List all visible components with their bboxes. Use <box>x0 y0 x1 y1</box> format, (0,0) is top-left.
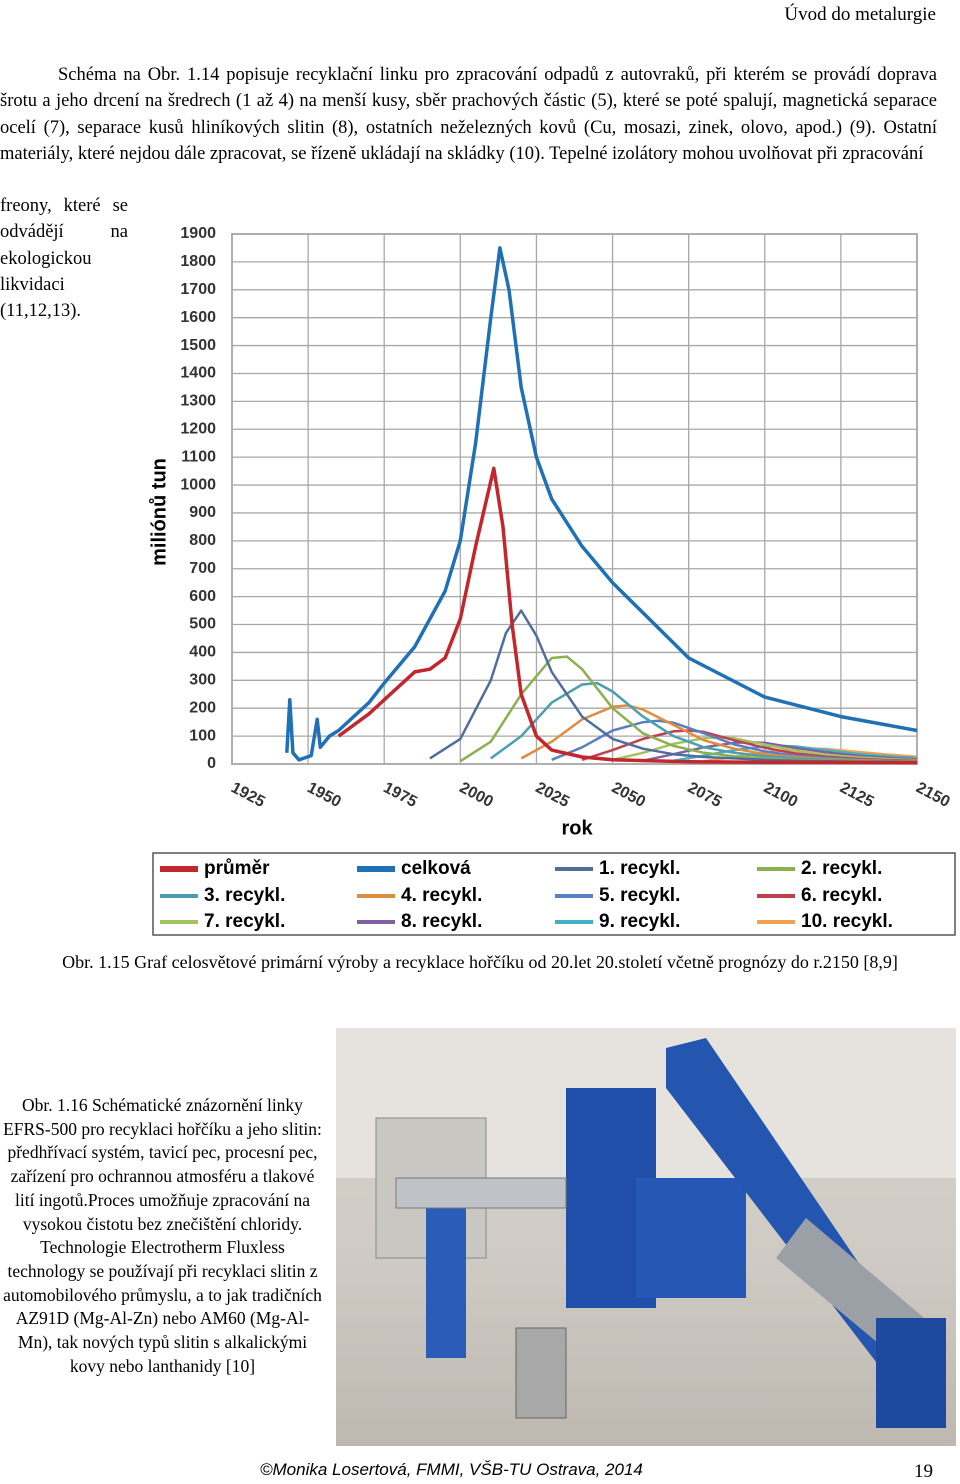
y-tick-label: 1900 <box>180 225 216 242</box>
legend-label: 10. recykl. <box>801 911 893 932</box>
legend-label: 3. recykl. <box>204 885 285 906</box>
legend-label: průměr <box>204 858 270 879</box>
page-number: 19 <box>914 1461 933 1482</box>
x-tick-label: 1925 <box>228 779 268 811</box>
y-tick-label: 400 <box>189 644 216 661</box>
plot-area <box>231 233 918 765</box>
x-tick-label: 1950 <box>304 779 344 811</box>
y-tick-label: 500 <box>189 616 216 633</box>
y-tick-label: 100 <box>189 727 216 744</box>
x-tick-label: 2125 <box>837 779 877 811</box>
photo <box>336 1028 956 1446</box>
chart: 0 100 200 300 400 500 600 700 800 900 1000 1100 1200… <box>148 225 956 936</box>
y-tick-label: 1400 <box>180 365 216 382</box>
figure-caption: Obr. 1.15 Graf celosvětové primární výro… <box>62 952 898 972</box>
photo-drawing <box>336 1028 956 1428</box>
legend-label: celková <box>401 858 471 879</box>
y-tick-label: 300 <box>189 672 216 689</box>
footer-author: ©Monika Losertová, FMMI, VŠB-TU Ostrava,… <box>260 1460 643 1479</box>
y-tick-label: 1200 <box>180 420 216 437</box>
legend-label: 7. recykl. <box>204 911 285 932</box>
x-axis-label: rok <box>561 817 593 839</box>
photo-caption: Obr. 1.16 Schématické znázornění linky E… <box>3 1095 322 1376</box>
header: Úvod do metalurgie <box>784 4 936 25</box>
legend-label: 8. recykl. <box>401 911 482 932</box>
y-tick-label: 900 <box>189 504 216 521</box>
x-tick-label: 2150 <box>913 779 953 811</box>
y-tick-label: 600 <box>189 588 216 605</box>
y-tick-label: 700 <box>189 560 216 577</box>
legend-label: 5. recykl. <box>599 885 680 906</box>
y-tick-label: 1300 <box>180 393 216 410</box>
y-tick-label: 0 <box>207 755 216 772</box>
legend-label: 9. recykl. <box>599 911 680 932</box>
y-tick-label: 200 <box>189 699 216 716</box>
legend-label: 1. recykl. <box>599 858 680 879</box>
x-tick-label: 2100 <box>761 779 801 811</box>
x-tick-label: 2075 <box>685 779 725 811</box>
y-tick-label: 1700 <box>180 281 216 298</box>
legend-box <box>152 852 956 936</box>
x-tick-label: 2000 <box>456 779 496 811</box>
x-tick-label: 2025 <box>533 779 573 811</box>
legend-label: 6. recykl. <box>801 885 882 906</box>
data-line <box>285 246 918 762</box>
x-tick-label: 1975 <box>380 779 420 811</box>
data-line <box>612 736 918 762</box>
paragraph: Schéma na Obr. 1.14 popisuje recyklační … <box>0 65 937 164</box>
legend-label: 4. recykl. <box>401 885 482 906</box>
y-tick-label: 1000 <box>180 476 216 493</box>
y-tick-label: 800 <box>189 532 216 549</box>
legend-label: 2. recykl. <box>801 858 882 879</box>
paragraph-wrap: freony, které se odvádějí na ekologickou… <box>0 196 128 322</box>
data-line <box>337 466 918 765</box>
y-tick-label: 1500 <box>180 337 216 354</box>
y-tick-label: 1600 <box>180 309 216 326</box>
x-tick-label: 2050 <box>609 779 649 811</box>
y-tick-label: 1800 <box>180 253 216 270</box>
y-tick-label: 1100 <box>181 448 216 465</box>
y-axis-label: miliónů tun <box>148 458 170 566</box>
